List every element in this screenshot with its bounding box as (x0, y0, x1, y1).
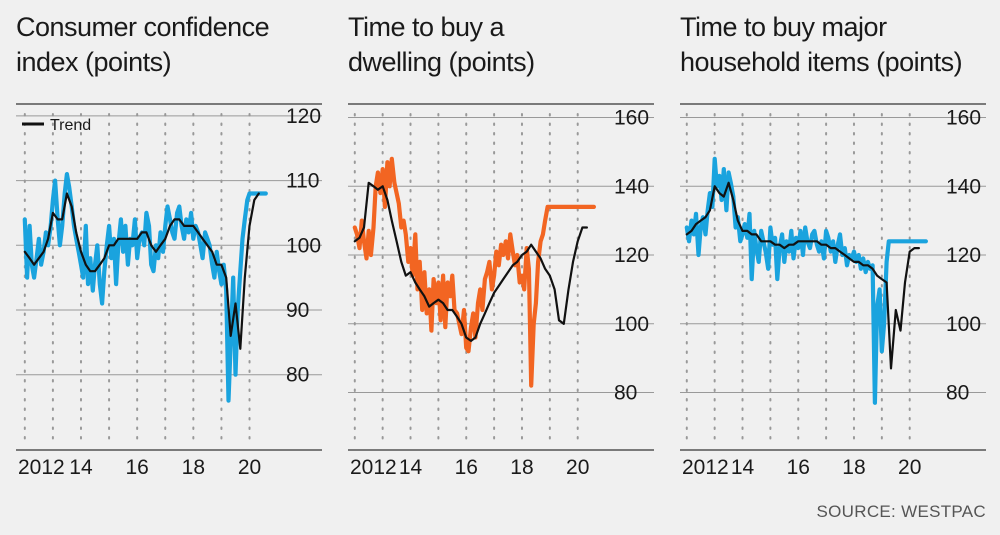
trend-line (23, 192, 260, 350)
chart-title-line-1: Consumer confidence (16, 12, 270, 42)
y-tick-label: 100 (946, 313, 981, 336)
chart-title-line-1: Time to buy major (680, 12, 887, 42)
x-tick-label: 2012 (682, 456, 729, 479)
y-tick-label: 100 (614, 313, 649, 336)
trend-line (353, 181, 589, 342)
x-tick-label: 14 (731, 456, 755, 479)
x-tick-label: 18 (842, 456, 865, 479)
x-tick-label: 2012 (18, 456, 65, 479)
y-tick-label: 110 (286, 170, 319, 193)
y-tick-label: 160 (946, 107, 981, 130)
y-tick-label: 120 (286, 105, 321, 128)
x-tick-label: 20 (566, 456, 589, 479)
legend-label-trend: Trend (50, 117, 91, 134)
y-tick-label: 120 (614, 244, 649, 267)
y-tick-label: 100 (286, 234, 321, 257)
x-tick-label: 2012 (350, 456, 397, 479)
x-tick-label: 16 (455, 456, 478, 479)
y-tick-label: 80 (614, 382, 637, 405)
y-tick-label: 90 (286, 299, 309, 322)
chart-title: Time to buy major household items (point… (680, 10, 1000, 80)
chart-title: Consumer confidence index (points) (16, 10, 336, 80)
y-tick-label: 120 (946, 244, 981, 267)
chart-title-line-2: dwelling (points) (348, 47, 535, 77)
chart-title-line-1: Time to buy a (348, 12, 505, 42)
x-tick-label: 16 (125, 456, 148, 479)
source-note: SOURCE: WESTPAC (816, 502, 986, 521)
monthly-line (684, 156, 929, 405)
x-tick-label: 16 (787, 456, 810, 479)
y-tick-label: 160 (614, 107, 649, 130)
chart-2: 80 100 120 140 160 2012 14 16 18 20 (348, 103, 654, 479)
x-tick-label: 20 (238, 456, 261, 479)
monthly-line (22, 172, 268, 403)
x-tick-label: 18 (510, 456, 533, 479)
y-tick-label: 80 (946, 382, 969, 405)
chart-3: 80 100 120 140 160 2012 14 16 18 20 (680, 103, 986, 479)
y-tick-label: 80 (286, 364, 309, 387)
x-tick-label: 14 (69, 456, 93, 479)
chart-title-line-2: index (points) (16, 47, 172, 77)
monthly-line (352, 156, 597, 388)
x-tick-label: 18 (182, 456, 205, 479)
chart-title: Time to buy a dwelling (points) (348, 10, 668, 80)
trend-line (685, 181, 921, 370)
chart-1: 80 90 100 110 120 2012 14 16 18 20 Trend (16, 103, 322, 479)
x-tick-label: 20 (898, 456, 921, 479)
x-tick-label: 14 (399, 456, 423, 479)
y-tick-label: 140 (614, 175, 649, 198)
y-tick-label: 140 (946, 175, 981, 198)
chart-title-line-2: household items (points) (680, 47, 963, 77)
